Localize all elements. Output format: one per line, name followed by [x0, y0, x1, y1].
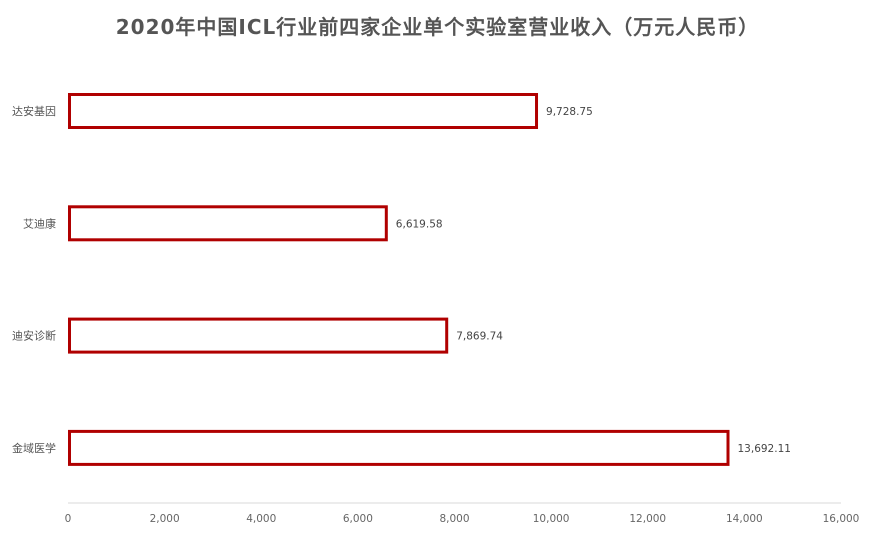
category-label: 迪安诊断: [12, 329, 56, 343]
bar: [68, 93, 539, 129]
x-tick-label: 6,000: [343, 513, 373, 525]
chart-title: 2020年中国ICL行业前四家企业单个实验室营业收入（万元人民币）: [115, 15, 760, 39]
x-tick-label: 12,000: [629, 513, 666, 525]
x-axis: 0 2,000 4,000 6,000 8,000 10,000 12,000 14,000 1…: [65, 502, 860, 525]
data-label: 13,692.11: [738, 443, 791, 455]
x-tick-label: 2,000: [150, 513, 180, 525]
x-tick-label: 8,000: [439, 513, 469, 525]
category-label: 金域医学: [12, 441, 56, 455]
data-label: 9,728.75: [546, 106, 593, 118]
data-label: 6,619.58: [396, 218, 443, 230]
bars-group: 达安基因 9,728.75 艾迪康 6,619.58 迪安诊断 7,869.74 金域医学 1…: [12, 93, 791, 466]
x-tick-label: 16,000: [823, 513, 860, 525]
bar: [68, 429, 730, 466]
x-tick-label: 14,000: [726, 513, 763, 525]
x-tick-label: 10,000: [533, 513, 570, 525]
category-label: 艾迪康: [23, 216, 56, 230]
x-tick-label: 4,000: [246, 513, 276, 525]
bar: [68, 317, 449, 354]
bar: [68, 205, 388, 242]
category-label: 达安基因: [12, 104, 56, 118]
data-label: 7,869.74: [456, 331, 503, 343]
x-tick-label: 0: [65, 513, 72, 525]
